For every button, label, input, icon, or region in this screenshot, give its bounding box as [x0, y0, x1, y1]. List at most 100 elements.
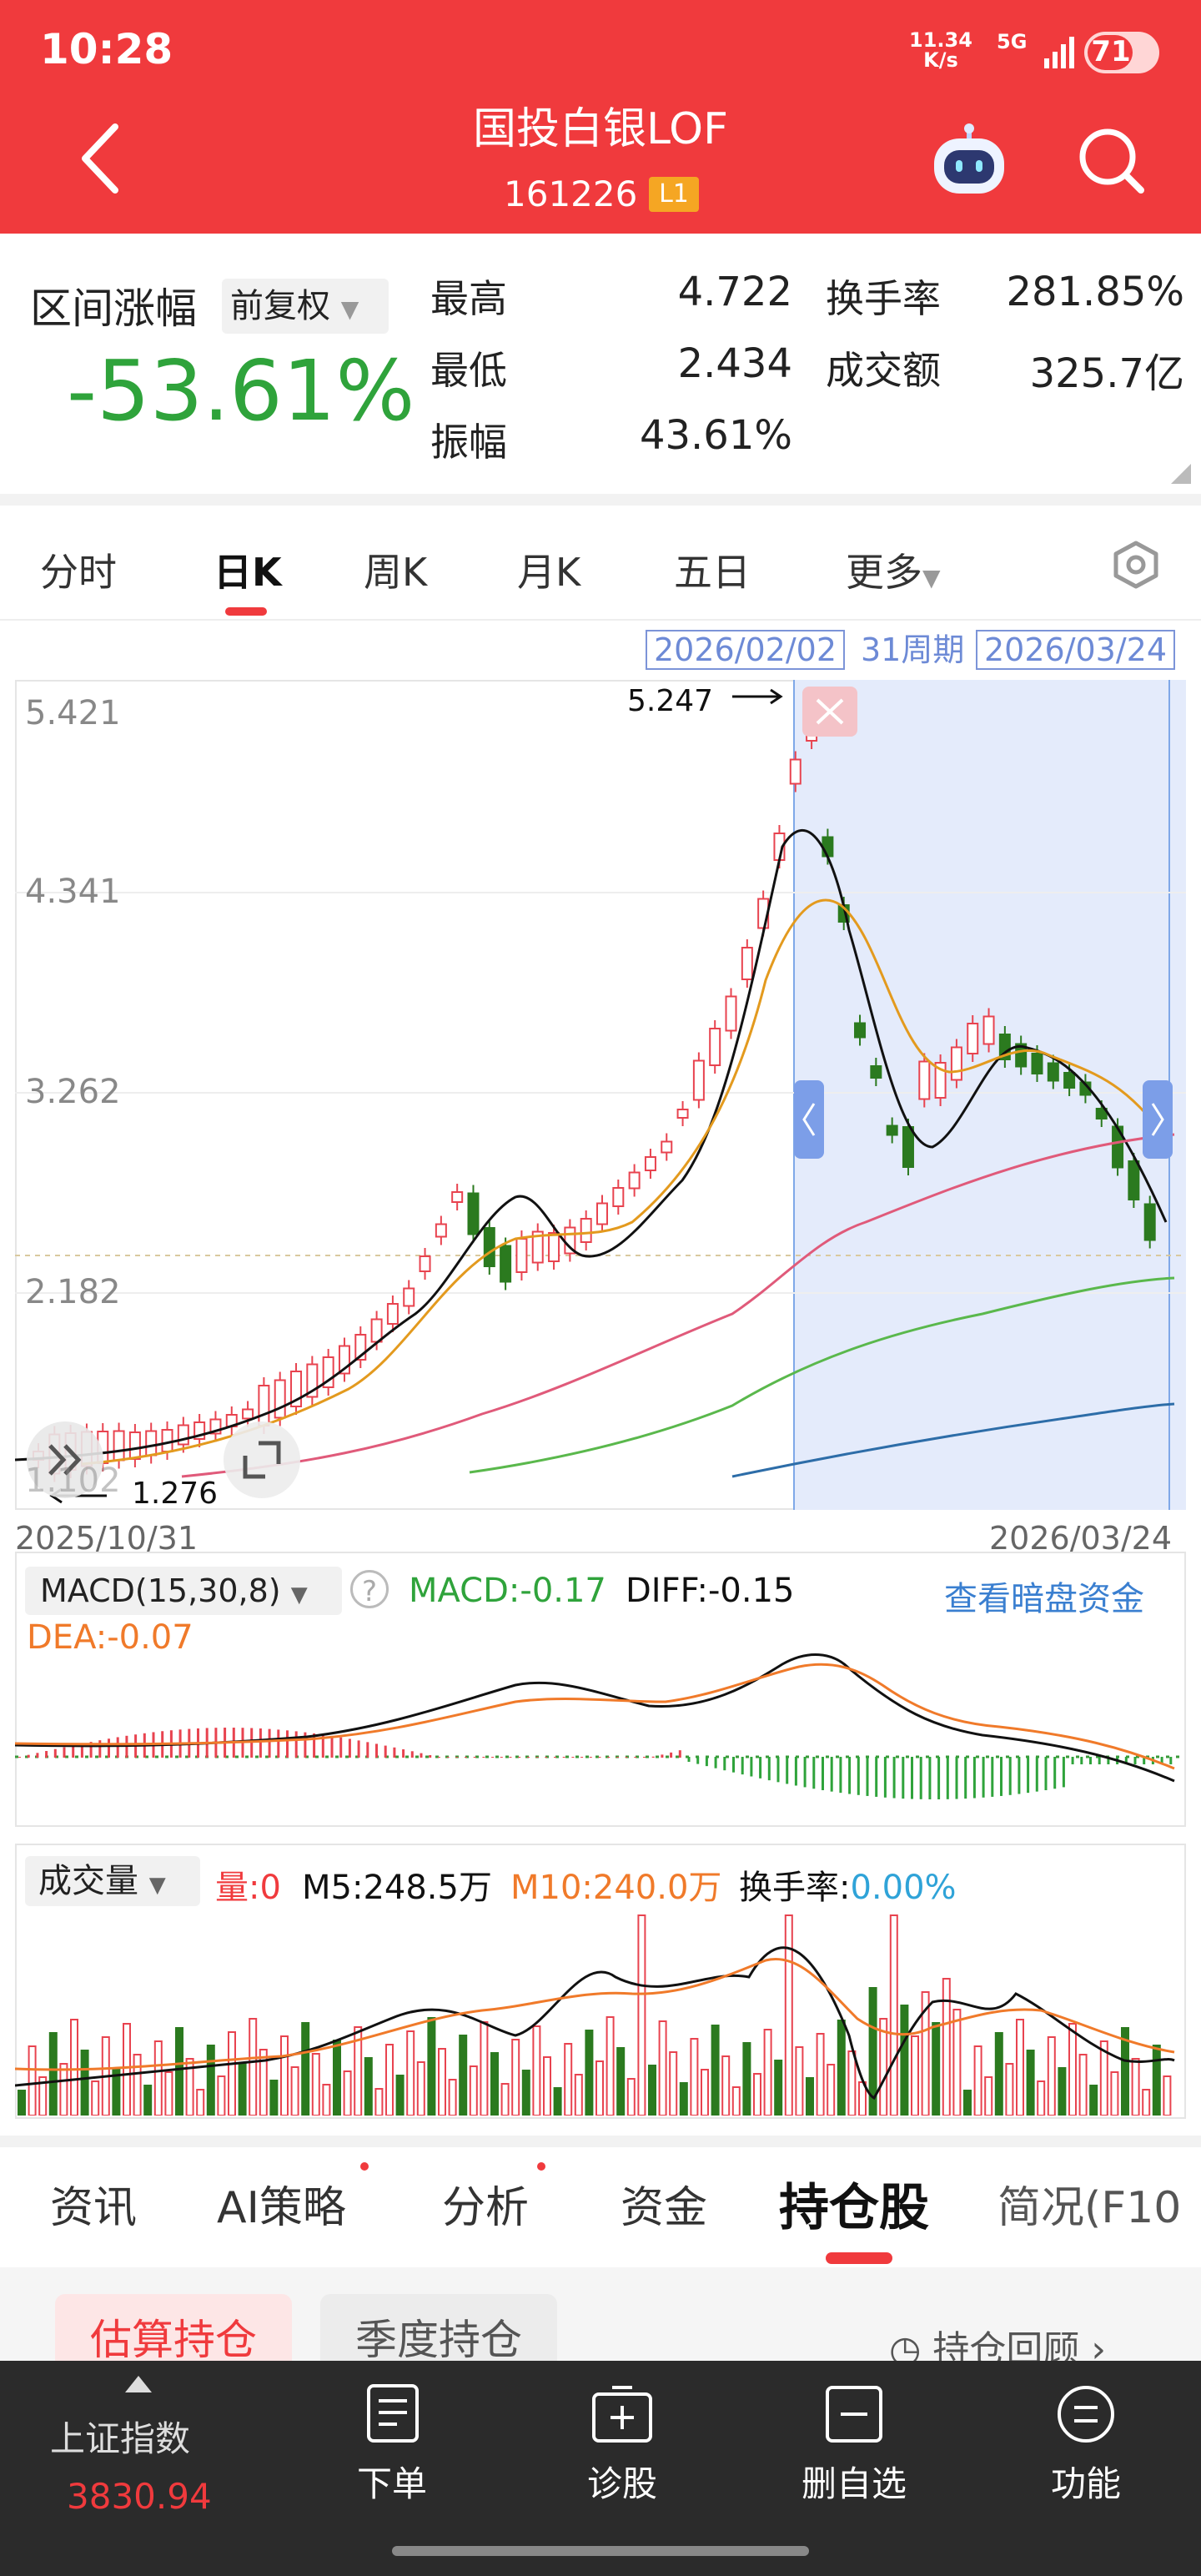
network-speed: 11.34 K/s: [909, 30, 972, 70]
expand-up-icon[interactable]: [123, 2374, 153, 2396]
nav-remove-watchlist[interactable]: 删自选: [801, 2463, 907, 2504]
tab-news[interactable]: 资讯: [50, 2183, 138, 2233]
candle-body: [1063, 1072, 1076, 1089]
volume-bar: [1058, 2067, 1067, 2116]
macd-bar: [1124, 1757, 1128, 1764]
remove-watchlist-icon[interactable]: [822, 2382, 886, 2446]
functions-menu-icon[interactable]: [1054, 2382, 1118, 2446]
tab-daily-k[interactable]: 日K: [214, 550, 282, 595]
macd-bar: [634, 1757, 637, 1758]
macd-bar: [786, 1757, 789, 1784]
diagnose-icon[interactable]: [589, 2382, 656, 2446]
macd-histogram: [18, 1728, 1173, 1799]
volume-bar: [333, 2040, 341, 2116]
volume-bar: [290, 2066, 299, 2116]
range-end-date[interactable]: 2026/03/24: [976, 630, 1176, 670]
macd-bar: [651, 1756, 655, 1758]
volume-bar: [427, 2017, 436, 2116]
nav-diagnose[interactable]: 诊股: [586, 2463, 657, 2504]
volume-bar: [59, 2063, 68, 2116]
ma60-line: [731, 1402, 1175, 1478]
macd-bar: [982, 1757, 985, 1798]
tab-ai-strategy[interactable]: AI策略: [217, 2183, 346, 2233]
tab-more[interactable]: 更多▼: [846, 542, 941, 597]
fullscreen-button[interactable]: [224, 1421, 300, 1498]
macd-bar: [545, 1757, 548, 1758]
volume-chart[interactable]: [15, 1902, 1186, 2116]
range-left-handle[interactable]: [794, 1080, 824, 1159]
volume-bar: [438, 2048, 446, 2116]
macd-bar: [1169, 1757, 1173, 1764]
volume-bar: [868, 1987, 877, 2116]
candle-body: [435, 1223, 447, 1238]
macd-bar: [393, 1747, 396, 1758]
macd-bar: [63, 1747, 66, 1758]
volume-bar: [879, 2018, 888, 2116]
candle-body: [1128, 1160, 1140, 1200]
search-icon[interactable]: [1076, 125, 1146, 195]
volume-bar: [301, 2022, 310, 2116]
tab-analysis[interactable]: 分析: [442, 2183, 530, 2233]
order-icon[interactable]: [364, 2382, 422, 2446]
macd-bar: [27, 1754, 30, 1758]
settings-hexagon-icon[interactable]: [1109, 538, 1163, 591]
nav-functions[interactable]: 功能: [1050, 2463, 1121, 2504]
macd-chart[interactable]: [15, 1618, 1186, 1827]
tab-five-day[interactable]: 五日: [674, 550, 751, 595]
volume-bar: [354, 2026, 363, 2116]
macd-bar: [607, 1757, 611, 1758]
macd-bar: [964, 1757, 967, 1799]
volume-bar: [900, 2005, 909, 2116]
macd-bar: [812, 1757, 816, 1789]
tab-profile[interactable]: 简况(F10: [997, 2183, 1182, 2233]
macd-bar: [866, 1757, 869, 1796]
volume-bar: [1131, 2058, 1140, 2116]
expand-corner-icon[interactable]: [1171, 464, 1191, 484]
candle-body: [177, 1424, 189, 1446]
macd-bar: [294, 1731, 298, 1758]
network-speed-unit: K/s: [923, 48, 958, 72]
volume-bar: [48, 2032, 58, 2116]
index-name[interactable]: 上证指数: [50, 2418, 191, 2459]
turnover-value: 0.00%: [850, 1869, 957, 1907]
macd-bar: [410, 1751, 414, 1758]
x-axis-end: 2026/03/24: [989, 1520, 1173, 1557]
back-arrow-icon[interactable]: [73, 117, 132, 200]
tab-weekly-k[interactable]: 周K: [364, 550, 428, 595]
volume-bar: [1037, 2080, 1046, 2116]
tab-holdings[interactable]: 持仓股: [779, 2179, 929, 2237]
macd-bar: [972, 1757, 976, 1799]
macd-bar: [580, 1757, 584, 1758]
volume-bar: [343, 2070, 352, 2116]
range-right-handle[interactable]: [1143, 1080, 1173, 1159]
kline-chart[interactable]: [15, 680, 1186, 1510]
volume-select[interactable]: 成交量 ▼: [25, 1856, 200, 1906]
nav-order[interactable]: 下单: [356, 2463, 427, 2504]
dark-pool-link[interactable]: 查看暗盘资金: [944, 1580, 1144, 1618]
volume-bar: [1016, 2019, 1024, 2116]
range-start-date[interactable]: 2026/02/02: [646, 630, 846, 670]
quarterly-holdings-button[interactable]: 季度持仓: [320, 2294, 557, 2386]
macd-select[interactable]: MACD(15,30,8) ▼: [25, 1567, 342, 1615]
macd-bar: [661, 1754, 664, 1758]
tab-funds[interactable]: 资金: [621, 2183, 708, 2233]
candle-body: [596, 1202, 608, 1225]
help-icon[interactable]: ?: [350, 1570, 389, 1608]
candle-body: [128, 1431, 141, 1460]
volume-bar: [763, 2029, 772, 2116]
candle-body: [113, 1430, 125, 1462]
m10-value: M10:240.0万: [510, 1869, 722, 1907]
macd-bar: [643, 1757, 646, 1758]
tab-monthly-k[interactable]: 月K: [517, 550, 581, 595]
candle-body: [1143, 1203, 1156, 1241]
ai-assistant-robot-icon[interactable]: [927, 123, 1011, 199]
volume-bar: [1110, 2071, 1119, 2116]
amplitude-value: 43.61%: [639, 412, 792, 459]
candle-body: [242, 1408, 254, 1420]
adjust-select[interactable]: 前复权 ▼: [222, 279, 389, 334]
macd-bar: [554, 1757, 556, 1758]
volume-bar: [616, 2047, 626, 2116]
tab-timeshare[interactable]: 分时: [40, 550, 117, 595]
y-axis-label: 4.341: [25, 873, 121, 911]
candle-body: [725, 995, 737, 1032]
